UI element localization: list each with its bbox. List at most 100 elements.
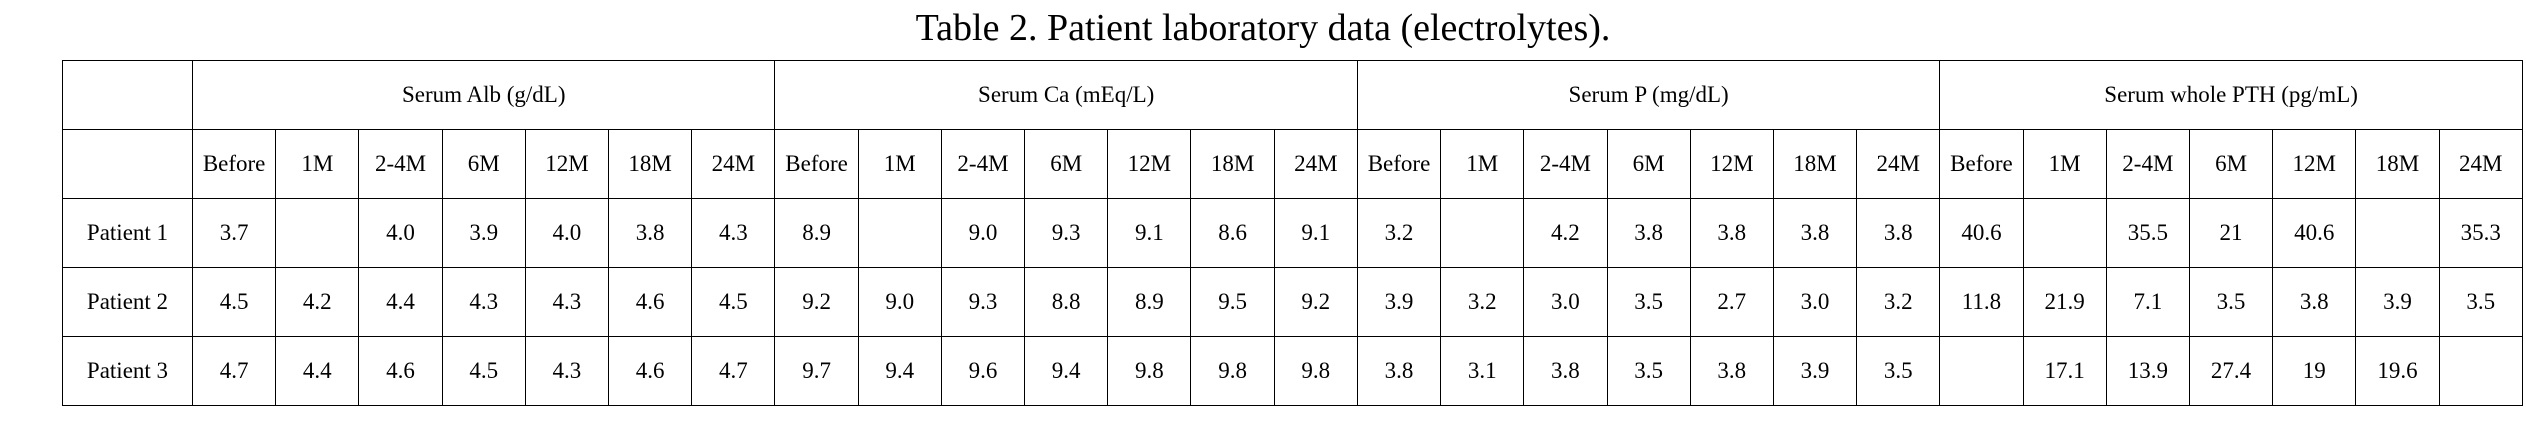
data-cell: 3.5	[1606, 336, 1691, 406]
data-cell: 3.2	[1440, 267, 1525, 337]
data-cell: 4.2	[275, 267, 360, 337]
data-cell: 40.6	[2272, 198, 2357, 268]
data-cell: 9.7	[774, 336, 859, 406]
column-header: 24M	[691, 129, 776, 199]
data-cell: 9.5	[1190, 267, 1275, 337]
data-cell: 3.8	[1856, 198, 1941, 268]
subheader-row: Before 1M 2-4M 6M 12M 18M 24M Before 1M 2-4M 6M 12M…	[62, 129, 2523, 199]
data-cell: 3.8	[1523, 336, 1608, 406]
column-header: 1M	[1440, 129, 1525, 199]
data-cell: 9.0	[857, 267, 942, 337]
data-cell: 3.9	[1356, 267, 1442, 337]
column-header: 18M	[608, 129, 693, 199]
data-cell: 4.3	[441, 267, 526, 337]
patient-row: Patient 2 4.5 4.2 4.4 4.3 4.3 4.6 4.5 9.2 9.0 9.3 8…	[62, 267, 2523, 337]
data-cell: 3.8	[2272, 267, 2357, 337]
column-header: 6M	[2188, 129, 2274, 199]
column-header: Before	[1939, 129, 2024, 199]
row-label: Patient 3	[62, 336, 193, 406]
corner-cell	[62, 60, 193, 130]
column-header: 12M	[524, 129, 610, 199]
data-table: Serum Alb (g/dL) Serum Ca (mEq/L) Serum P …	[62, 60, 2523, 406]
column-header: 6M	[1024, 129, 1109, 199]
empty-cell	[2438, 336, 2523, 406]
data-cell: 3.0	[1523, 267, 1608, 337]
data-cell: 17.1	[2022, 336, 2107, 406]
column-header: 2-4M	[358, 129, 443, 199]
data-cell: 3.7	[191, 198, 277, 268]
data-cell: 4.5	[191, 267, 277, 337]
column-header: 6M	[1606, 129, 1691, 199]
row-label: Patient 2	[62, 267, 193, 337]
data-cell: 9.4	[857, 336, 942, 406]
data-cell: 21.9	[2022, 267, 2107, 337]
data-cell: 3.9	[441, 198, 526, 268]
data-cell: 13.9	[2105, 336, 2190, 406]
data-cell: 4.5	[691, 267, 776, 337]
data-cell: 2.7	[1689, 267, 1774, 337]
column-header: Before	[774, 129, 859, 199]
patient-row: Patient 1 3.7 4.0 3.9 4.0 3.8 4.3 8.9 9.0 9.3 9.1 8…	[62, 198, 2523, 268]
data-cell: 3.5	[2188, 267, 2274, 337]
data-cell: 4.0	[524, 198, 610, 268]
column-header: 6M	[441, 129, 526, 199]
data-cell: 11.8	[1939, 267, 2024, 337]
empty-cell	[857, 198, 942, 268]
data-cell: 3.2	[1356, 198, 1442, 268]
data-cell: 4.2	[1523, 198, 1608, 268]
data-cell: 35.3	[2438, 198, 2523, 268]
data-cell: 4.3	[691, 198, 776, 268]
data-cell: 3.9	[1772, 336, 1858, 406]
data-cell: 3.5	[2438, 267, 2523, 337]
data-cell: 4.3	[524, 267, 610, 337]
column-header: Before	[1356, 129, 1442, 199]
data-cell: 3.5	[1606, 267, 1691, 337]
data-cell: 4.7	[691, 336, 776, 406]
data-cell: 3.0	[1772, 267, 1858, 337]
data-cell: 3.5	[1856, 336, 1941, 406]
corner-cell	[62, 129, 193, 199]
column-header: 24M	[1856, 129, 1941, 199]
data-cell: 19.6	[2355, 336, 2440, 406]
column-header: 18M	[1772, 129, 1858, 199]
data-cell: 3.8	[1689, 336, 1774, 406]
data-cell: 8.9	[1107, 267, 1192, 337]
empty-cell	[2355, 198, 2440, 268]
data-cell: 8.8	[1024, 267, 1109, 337]
data-cell: 3.8	[608, 198, 693, 268]
data-cell: 4.5	[441, 336, 526, 406]
data-cell: 21	[2188, 198, 2274, 268]
data-cell: 4.4	[275, 336, 360, 406]
data-cell: 3.1	[1440, 336, 1525, 406]
data-cell: 3.8	[1772, 198, 1858, 268]
column-header: 1M	[857, 129, 942, 199]
group-header: Serum Alb (g/dL)	[191, 60, 776, 130]
group-header: Serum Ca (mEq/L)	[774, 60, 1358, 130]
data-cell: 4.3	[524, 336, 610, 406]
table-title: Table 2. Patient laboratory data (electr…	[915, 7, 1611, 49]
data-cell: 9.8	[1190, 336, 1275, 406]
column-header: 24M	[2438, 129, 2523, 199]
column-header: 12M	[1689, 129, 1774, 199]
data-cell: 9.8	[1107, 336, 1192, 406]
data-cell: 3.8	[1606, 198, 1691, 268]
column-header: 18M	[1190, 129, 1275, 199]
column-header: Before	[191, 129, 277, 199]
data-cell: 4.6	[608, 336, 693, 406]
empty-cell	[1939, 336, 2024, 406]
data-cell: 3.9	[2355, 267, 2440, 337]
data-cell: 8.6	[1190, 198, 1275, 268]
data-cell: 8.9	[774, 198, 859, 268]
data-cell: 27.4	[2188, 336, 2274, 406]
data-cell: 3.2	[1856, 267, 1941, 337]
data-cell: 19	[2272, 336, 2357, 406]
data-cell: 9.2	[1273, 267, 1358, 337]
column-header: 18M	[2355, 129, 2440, 199]
column-header: 2-4M	[940, 129, 1026, 199]
data-cell: 9.3	[940, 267, 1026, 337]
column-header: 1M	[275, 129, 360, 199]
data-cell: 9.1	[1107, 198, 1192, 268]
column-header: 12M	[1107, 129, 1192, 199]
column-header: 1M	[2022, 129, 2107, 199]
data-cell: 40.6	[1939, 198, 2024, 268]
